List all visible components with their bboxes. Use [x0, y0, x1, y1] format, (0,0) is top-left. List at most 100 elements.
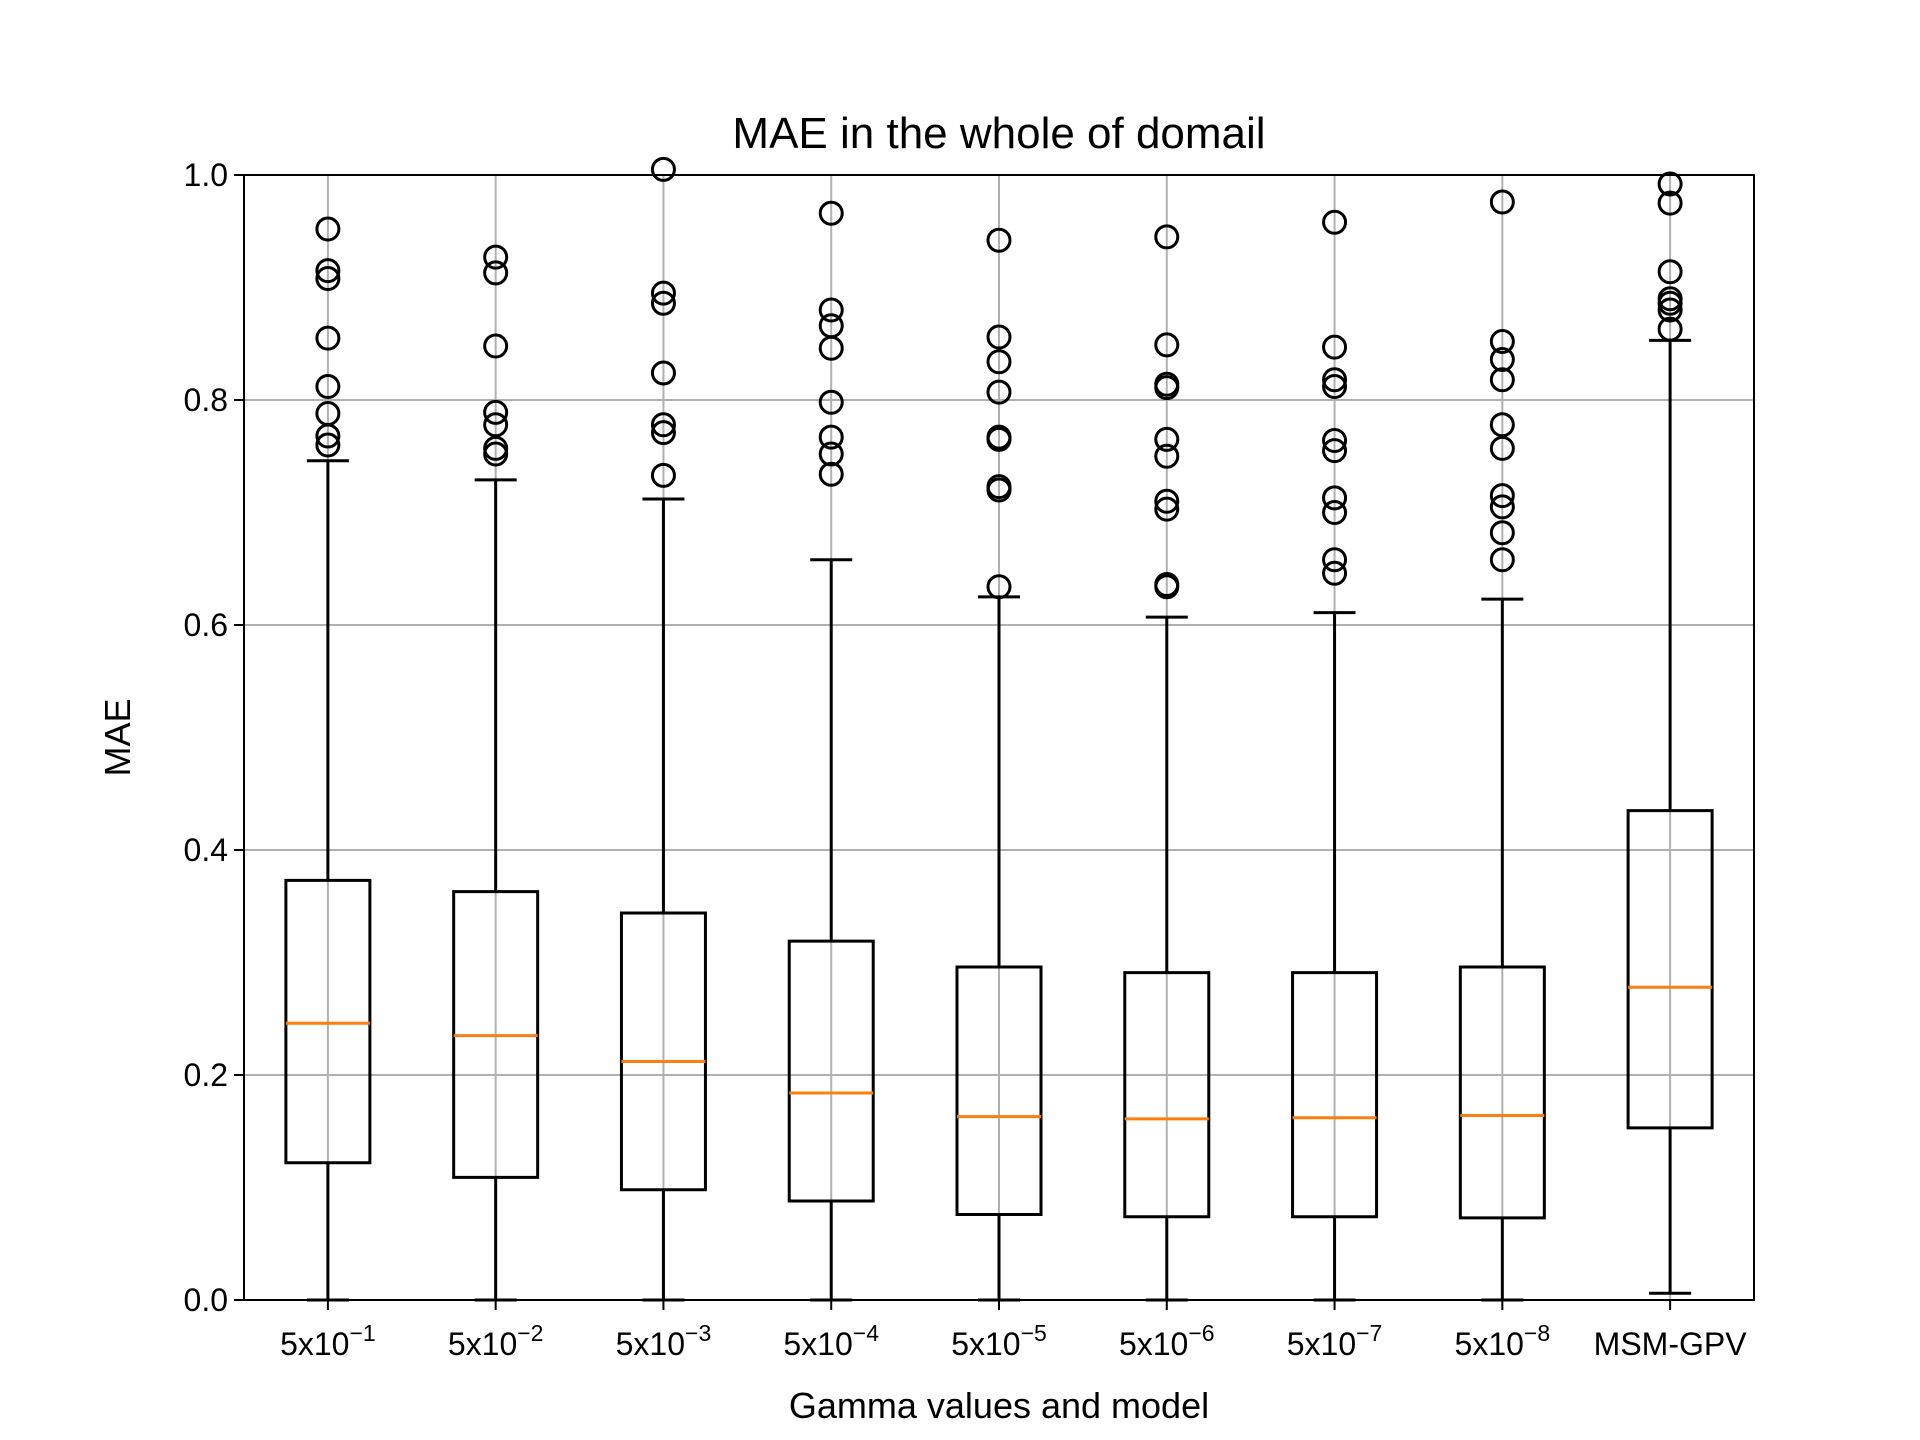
outlier-point: [650, 156, 676, 182]
x-tick-label: 5x10−2: [448, 1320, 544, 1362]
outlier-point: [650, 412, 676, 438]
outlier-point: [483, 412, 509, 438]
box-4: [787, 200, 875, 1302]
outlier-point: [1322, 438, 1348, 464]
outlier-point: [818, 389, 844, 415]
outlier-point: [986, 426, 1012, 452]
box-2: [452, 244, 540, 1302]
outlier-point: [1489, 189, 1515, 215]
box-8: [1458, 189, 1546, 1302]
outlier-point: [1322, 209, 1348, 235]
outlier-point: [1154, 496, 1180, 522]
box-3: [619, 156, 707, 1302]
x-tick-label: 5x10−5: [951, 1320, 1047, 1362]
outlier-point: [818, 441, 844, 467]
outlier-point: [1489, 329, 1515, 354]
iqr-box: [955, 965, 1043, 1216]
outlier-point: [1322, 560, 1348, 586]
outlier-point: [1489, 520, 1515, 546]
y-tick-label: 0.8: [184, 382, 228, 418]
outlier-point: [1657, 316, 1683, 342]
iqr-box: [1626, 809, 1714, 1130]
outlier-point: [1657, 171, 1683, 197]
x-tick-label: 5x10−4: [783, 1320, 879, 1362]
outlier-point: [650, 290, 676, 316]
box-7: [1291, 209, 1379, 1302]
outlier-point: [1489, 412, 1515, 438]
outlier-point: [818, 297, 844, 323]
outlier-point: [818, 200, 844, 226]
outlier-point: [1154, 332, 1180, 358]
outlier-point: [1154, 375, 1180, 401]
box-1: [284, 216, 372, 1302]
outlier-point: [818, 461, 844, 487]
x-axis-label: Gamma values and model: [789, 1385, 1209, 1426]
outlier-point: [1489, 494, 1515, 520]
box-series: [284, 156, 1714, 1302]
outlier-point: [986, 574, 1012, 600]
x-tick-label: 5x10−6: [1119, 1320, 1215, 1362]
outlier-point: [483, 441, 509, 467]
iqr-box: [1458, 965, 1546, 1220]
outlier-point: [1154, 488, 1180, 514]
outlier-point: [315, 374, 341, 399]
chart-title: MAE in the whole of domail: [732, 109, 1265, 158]
box-9: [1626, 171, 1714, 1295]
outlier-point: [315, 432, 341, 458]
outlier-point: [315, 266, 341, 291]
outlier-point: [818, 424, 844, 450]
outlier-point: [1657, 259, 1683, 285]
iqr-box: [1123, 971, 1211, 1219]
y-tick-label: 0.0: [184, 1282, 228, 1318]
outlier-point: [650, 280, 676, 306]
outlier-point: [483, 244, 509, 270]
outlier-point: [1489, 435, 1515, 461]
outlier-point: [1657, 290, 1683, 316]
outlier-point: [483, 399, 509, 425]
outlier-point: [650, 420, 676, 446]
iqr-box: [619, 911, 707, 1192]
x-tick-label: 5x10−3: [616, 1320, 712, 1362]
outlier-point: [1154, 224, 1180, 250]
outlier-point: [650, 462, 676, 488]
outlier-point: [1489, 547, 1515, 573]
outlier-point: [1322, 374, 1348, 399]
outlier-point: [1154, 426, 1180, 452]
outlier-point: [1322, 334, 1348, 360]
y-tick-label: 0.2: [184, 1057, 228, 1093]
y-tick-label: 1.0: [184, 157, 228, 193]
outlier-point: [1322, 547, 1348, 573]
outlier-point: [1322, 500, 1348, 525]
outlier-point: [650, 360, 676, 386]
outlier-point: [1322, 367, 1348, 393]
x-tick-label: MSM-GPV: [1594, 1326, 1748, 1362]
outlier-point: [1489, 367, 1515, 393]
outlier-point: [483, 260, 509, 286]
iqr-box: [1291, 971, 1379, 1219]
outlier-point: [986, 477, 1012, 503]
outlier-point: [315, 216, 341, 242]
box-6: [1123, 224, 1211, 1302]
outlier-point: [986, 324, 1012, 350]
outlier-point: [986, 349, 1012, 375]
outlier-point: [986, 227, 1012, 253]
outlier-point: [1657, 297, 1683, 323]
y-tick-label: 0.6: [184, 607, 228, 643]
outlier-point: [1322, 485, 1348, 511]
outlier-point: [1657, 190, 1683, 216]
outlier-point: [315, 325, 341, 351]
outlier-point: [1322, 428, 1348, 453]
y-tick-label: 0.4: [184, 832, 228, 868]
x-tick-label: 5x10−8: [1455, 1320, 1551, 1362]
outlier-point: [1154, 443, 1180, 469]
outlier-point: [483, 333, 509, 359]
outlier-point: [315, 423, 341, 449]
outlier-point: [1154, 574, 1180, 600]
outlier-point: [1489, 347, 1515, 372]
outlier-point: [986, 379, 1012, 405]
outlier-point: [315, 258, 341, 284]
x-tick-label: 5x10−1: [280, 1320, 376, 1362]
outlier-point: [1489, 483, 1515, 509]
iqr-box: [284, 878, 372, 1165]
